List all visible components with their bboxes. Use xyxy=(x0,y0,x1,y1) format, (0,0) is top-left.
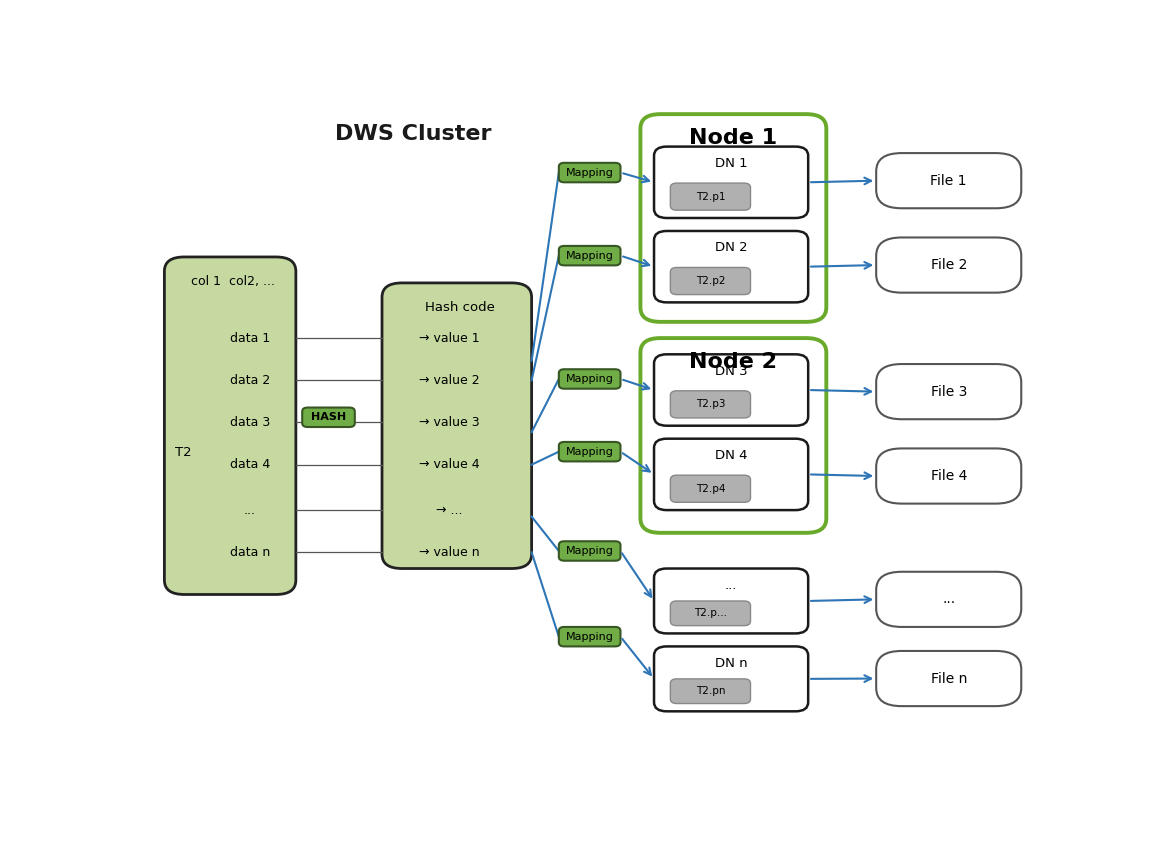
Text: DN 4: DN 4 xyxy=(715,449,748,462)
Text: File 1: File 1 xyxy=(930,174,966,188)
Text: DN 2: DN 2 xyxy=(715,241,748,255)
FancyBboxPatch shape xyxy=(654,647,808,711)
FancyBboxPatch shape xyxy=(381,283,531,568)
FancyBboxPatch shape xyxy=(654,354,808,426)
Text: T2.pn: T2.pn xyxy=(696,686,725,696)
Text: Mapping: Mapping xyxy=(566,631,613,642)
FancyBboxPatch shape xyxy=(640,114,826,322)
Text: ...: ... xyxy=(942,593,955,606)
Text: T2.p3: T2.p3 xyxy=(696,400,725,410)
FancyBboxPatch shape xyxy=(559,442,620,461)
FancyBboxPatch shape xyxy=(670,601,750,626)
Text: T2: T2 xyxy=(176,446,192,459)
Text: Mapping: Mapping xyxy=(566,447,613,457)
Text: DN 3: DN 3 xyxy=(715,365,748,378)
Text: → value 4: → value 4 xyxy=(419,458,480,471)
FancyBboxPatch shape xyxy=(654,568,808,633)
Text: File 4: File 4 xyxy=(930,469,966,483)
Text: Node 2: Node 2 xyxy=(689,352,777,373)
Text: DN n: DN n xyxy=(715,657,748,670)
Text: Mapping: Mapping xyxy=(566,168,613,178)
FancyBboxPatch shape xyxy=(876,572,1021,627)
Text: Mapping: Mapping xyxy=(566,250,613,260)
FancyBboxPatch shape xyxy=(670,679,750,704)
FancyBboxPatch shape xyxy=(876,448,1021,503)
FancyBboxPatch shape xyxy=(670,267,750,294)
Text: Mapping: Mapping xyxy=(566,374,613,384)
Text: data 2: data 2 xyxy=(229,373,270,387)
Text: T2.p4: T2.p4 xyxy=(696,484,725,494)
FancyBboxPatch shape xyxy=(670,475,750,502)
FancyBboxPatch shape xyxy=(876,238,1021,293)
FancyBboxPatch shape xyxy=(876,364,1021,419)
Text: DWS Cluster: DWS Cluster xyxy=(336,124,493,144)
FancyBboxPatch shape xyxy=(302,407,355,427)
FancyBboxPatch shape xyxy=(670,183,750,210)
Text: → value n: → value n xyxy=(419,545,480,559)
Text: T2.p...: T2.p... xyxy=(694,609,727,618)
Text: Mapping: Mapping xyxy=(566,546,613,556)
Text: col 1  col2, ...: col 1 col2, ... xyxy=(191,275,275,288)
Text: Node 1: Node 1 xyxy=(689,128,777,148)
Text: T2.p1: T2.p1 xyxy=(696,191,725,201)
Text: data 3: data 3 xyxy=(229,416,270,429)
FancyBboxPatch shape xyxy=(559,541,620,561)
Text: ...: ... xyxy=(725,579,737,592)
FancyBboxPatch shape xyxy=(876,153,1021,208)
Text: → value 2: → value 2 xyxy=(419,373,480,387)
Text: ...: ... xyxy=(243,503,256,517)
Text: File n: File n xyxy=(930,672,966,685)
Text: data 4: data 4 xyxy=(229,458,270,471)
FancyBboxPatch shape xyxy=(559,246,620,266)
Text: File 3: File 3 xyxy=(930,384,966,399)
Text: DN 1: DN 1 xyxy=(715,157,748,170)
FancyBboxPatch shape xyxy=(654,147,808,218)
Text: data n: data n xyxy=(229,545,270,559)
FancyBboxPatch shape xyxy=(164,257,296,594)
Text: HASH: HASH xyxy=(311,412,346,422)
Text: Hash code: Hash code xyxy=(425,301,495,314)
FancyBboxPatch shape xyxy=(559,369,620,389)
Text: → value 3: → value 3 xyxy=(419,416,480,429)
FancyBboxPatch shape xyxy=(654,231,808,303)
FancyBboxPatch shape xyxy=(559,163,620,182)
Text: → ...: → ... xyxy=(436,503,462,517)
FancyBboxPatch shape xyxy=(559,627,620,647)
Text: → value 1: → value 1 xyxy=(419,331,480,345)
Text: data 1: data 1 xyxy=(229,331,270,345)
FancyBboxPatch shape xyxy=(876,651,1021,706)
FancyBboxPatch shape xyxy=(640,338,826,533)
FancyBboxPatch shape xyxy=(670,391,750,418)
Text: File 2: File 2 xyxy=(930,258,966,272)
Text: T2.p2: T2.p2 xyxy=(696,276,725,286)
FancyBboxPatch shape xyxy=(654,438,808,510)
